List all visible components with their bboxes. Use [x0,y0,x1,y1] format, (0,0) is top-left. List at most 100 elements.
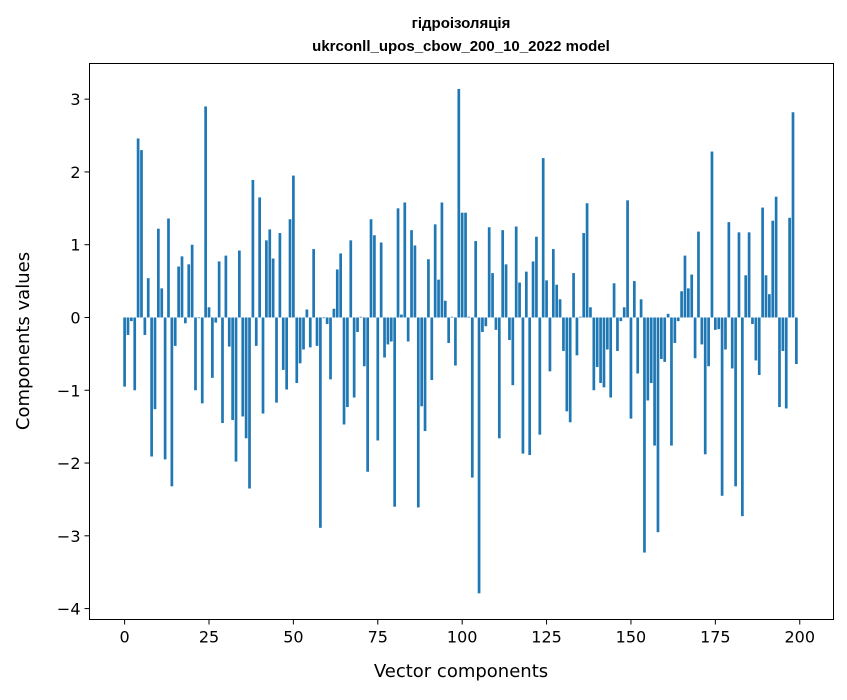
bar-component-181 [734,317,737,487]
x-tick-label: 100 [447,628,478,647]
bar-component-118 [521,317,525,454]
bar-component-157 [653,317,656,446]
bar-component-42 [265,240,268,318]
bar-component-189 [761,207,764,318]
bar-component-3 [133,317,137,391]
y-tick-label: 1 [70,236,80,255]
bar-component-98 [454,317,457,366]
bar-component-146 [616,317,619,351]
bar-component-70 [359,316,363,318]
bar-component-162 [670,317,673,446]
bar-component-5 [140,150,143,318]
bar-component-25 [207,307,211,318]
bar-component-33 [234,317,238,462]
bar-component-16 [177,266,180,318]
bar-component-177 [720,317,724,496]
bar-component-46 [278,233,282,318]
bar-component-108 [487,227,491,318]
bar-component-194 [778,317,781,407]
bar-component-130 [562,317,565,351]
bar-component-2 [130,317,133,322]
y-tick-label: −2 [57,454,81,473]
bar-component-125 [545,280,548,318]
bar-component-83 [403,202,407,318]
bar-component-50 [292,175,295,318]
bar-component-68 [352,317,356,398]
bar-component-197 [788,217,791,318]
bar-component-99 [457,88,461,318]
bar-component-156 [649,317,653,383]
bar-component-40 [258,197,261,318]
bar-component-166 [683,255,687,318]
bar-component-41 [261,317,265,414]
bar-component-153 [639,299,643,318]
bar-component-76 [379,242,383,318]
bar-component-12 [163,317,167,460]
bar-component-52 [298,317,302,364]
bar-component-198 [791,112,795,318]
y-axis-label: Components values [13,252,34,430]
bar-component-71 [362,317,366,367]
bar-component-85 [410,230,413,318]
bar-component-175 [714,317,717,330]
bar-component-22 [197,317,201,319]
bar-component-185 [747,232,751,318]
x-tick-label: 200 [784,628,815,647]
bar-component-64 [339,253,343,318]
bar-component-124 [541,158,545,318]
bar-component-69 [356,317,359,333]
bar-component-86 [413,245,417,318]
bar-component-150 [629,317,633,419]
bar-component-11 [160,288,164,318]
chart-title: гідроізоляція [412,15,511,32]
bar-component-9 [153,317,157,410]
bar-component-48 [285,317,288,390]
bar-component-63 [335,269,339,318]
bar-component-57 [315,317,319,346]
bar-component-105 [477,317,481,594]
bar-component-106 [481,317,484,333]
bar-component-1 [126,317,130,335]
x-axis-ticks: 0 25 50 75 100 125 150 175 200 [120,619,815,647]
bar-component-17 [180,256,184,318]
bar-component-103 [470,317,474,478]
bar-component-66 [346,317,349,407]
bar-component-116 [514,226,518,318]
bar-component-170 [697,231,700,318]
bar-component-31 [227,317,231,347]
bar-component-148 [622,307,626,318]
bar-component-27 [214,317,218,323]
bar-component-35 [241,317,245,417]
bar-component-34 [238,250,241,318]
bar-component-161 [666,313,670,318]
bar-component-137 [585,203,589,318]
bar-component-49 [288,219,292,318]
bar-component-114 [508,317,511,341]
bar-component-158 [656,317,660,533]
bar-component-142 [602,317,606,388]
bar-component-32 [231,317,234,421]
bar-component-188 [757,317,761,375]
bar-component-199 [795,317,798,365]
bar-component-191 [768,294,771,318]
bar-component-152 [636,317,640,374]
bar-component-84 [406,317,410,342]
bar-component-24 [204,106,207,318]
bar-component-169 [693,317,697,359]
bar-component-165 [680,291,683,318]
bar-component-20 [190,244,194,318]
bar-component-82 [400,314,403,318]
bar-component-126 [548,317,552,372]
chart-subtitle: ukrconll_upos_cbow_200_10_2022 model [312,38,610,55]
bar-component-58 [319,317,322,528]
bar-component-109 [491,273,494,318]
bar-component-15 [173,317,177,346]
bar-component-178 [724,317,727,350]
x-tick-label: 50 [283,628,303,647]
bar-component-112 [501,230,505,318]
bar-component-127 [551,249,555,318]
bar-component-154 [643,317,646,553]
bar-component-75 [376,317,380,441]
bar-component-18 [184,317,187,324]
bar-component-38 [251,179,255,318]
